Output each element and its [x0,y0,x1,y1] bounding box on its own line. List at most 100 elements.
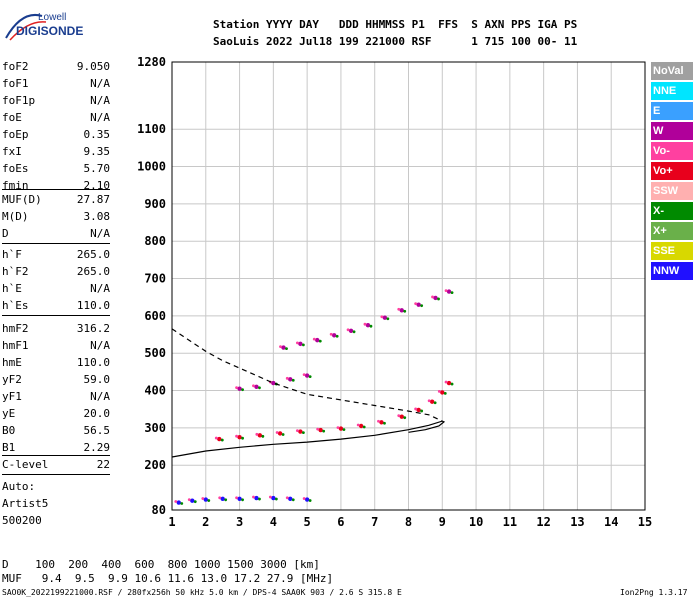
param-value: 20.0 [83,407,111,420]
echo-point [271,380,276,386]
echo-point [174,500,178,503]
echo-point [254,384,259,389]
echo-point [420,409,424,413]
param-row: foF1p N/A [2,92,110,109]
echo-point [241,498,244,502]
params-group3: h`F 265.0 h`F2 265.0 h`E N/A h`Es 110.0 [2,246,110,314]
param-row: B1 2.29 [2,439,110,456]
param-row: yE 20.0 [2,405,110,422]
y-tick-label: 600 [144,309,166,323]
x-tick-label: 1 [168,515,175,529]
param-name: M(D) [2,210,29,223]
echo-point [217,436,222,442]
legend-item: W [651,122,693,140]
param-row: h`F2 265.0 [2,263,110,280]
param-name: h`F2 [2,265,29,278]
echo-point [414,407,418,411]
echo-point [302,497,306,500]
echo-point [291,378,295,382]
param-row: foEp 0.35 [2,126,110,143]
legend-item: SSW [651,182,693,200]
echo-point [329,332,333,336]
echo-point [268,495,272,499]
echo-point [403,309,407,313]
params-group4: hmF2 316.2 hmF1 N/A hmE 110.0 yF2 59.0 yF1 N/A yE 2… [2,320,110,456]
echo-point [257,433,263,438]
echo-point [420,304,424,308]
param-row: yF2 59.0 [2,371,110,388]
auto-label: Auto: [2,480,36,493]
echo-point [450,291,454,294]
param-value: 2.10 [83,179,111,192]
param-name: foE [2,111,22,124]
echo-point [399,414,404,419]
echo-point [446,289,452,294]
legend: NoVal NNE E W Vo- Vo+ SSW X- X+ SSE NNW [651,62,693,282]
echo-point [397,307,401,311]
param-value: 56.5 [83,424,111,437]
logo-line1: Lowell [38,12,67,23]
echo-point [271,495,276,501]
echo-point [397,414,401,418]
echo-point [444,380,448,384]
echo-point [214,436,218,440]
param-value: 27.87 [76,193,110,206]
param-name: hmE [2,356,22,369]
echo-point [427,399,431,403]
legend-item: X+ [651,222,693,240]
profile-dashed-line [171,328,443,422]
y-tick-label: 200 [144,458,166,472]
echo-point [431,295,434,299]
param-row: h`E N/A [2,280,110,297]
param-name: B0 [2,424,16,437]
echo-point [380,315,384,319]
param-name: yF2 [2,373,22,386]
param-row: hmE 110.0 [2,354,110,371]
param-value: N/A [90,390,110,403]
param-value: N/A [90,77,110,90]
param-name: yF1 [2,390,22,403]
divider [2,455,110,456]
y-tick-label: 80 [152,503,166,517]
echo-point [308,499,312,502]
divider [2,189,110,190]
echo-point [318,427,323,433]
param-name: hmF1 [2,339,29,352]
param-name: hmF2 [2,322,29,335]
echo-point [331,333,337,338]
echo-point [437,390,441,393]
x-tick-label: 4 [270,515,277,529]
echo-point [450,382,454,386]
header-line1: Station YYYY DAY DDD HHMMSS P1 FFS S AXN… [213,18,578,31]
echo-point [416,302,421,307]
param-value: N/A [90,339,110,352]
param-value: 316.2 [76,322,110,335]
y-tick-label: 1280 [137,55,166,69]
profile-solid-line [171,420,446,458]
param-row: foF1 N/A [2,75,110,92]
echo-point [362,425,366,429]
x-tick-label: 7 [371,515,378,529]
param-row: M(D) 3.08 [2,208,110,225]
logo-swoosh-icon [5,14,47,41]
echo-point [342,428,346,432]
divider [2,243,110,244]
echo-point [218,496,222,500]
param-row: foF2 9.050 [2,58,110,75]
y-tick-label: 500 [144,346,166,360]
echo-point [322,429,326,433]
param-name: fxI [2,145,22,158]
echo-point [302,373,306,376]
param-name: foEp [2,128,29,141]
param-row: hmF2 316.2 [2,320,110,337]
echo-point [298,341,303,347]
echo-point [295,341,299,345]
echo-point [258,497,261,501]
echo-point [308,375,312,378]
echo-point [383,421,386,425]
echo-point [275,431,279,434]
echo-point [237,496,242,501]
echo-point [224,498,228,502]
param-row: C-level 22 [2,456,110,473]
